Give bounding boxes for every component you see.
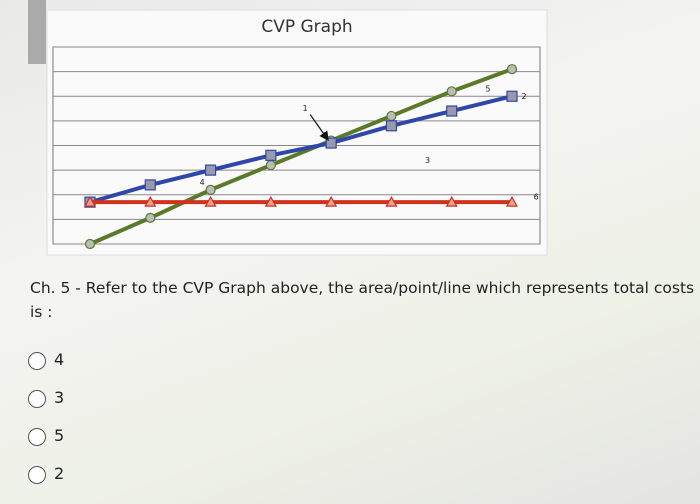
point [83,195,97,207]
annotation: 2 [522,92,527,101]
point [144,179,156,191]
annotation-arrow [309,114,329,142]
point [204,164,217,176]
annotation: 3 [425,156,430,165]
point [446,105,458,117]
point [265,160,276,171]
annotation: 5 [485,84,490,93]
point [145,212,156,223]
series-line [89,67,513,246]
option-label: 3 [54,388,65,407]
point [204,195,217,207]
point [84,238,96,250]
radio-button[interactable] [28,389,46,408]
option-label: 5 [54,426,65,445]
point [325,195,338,207]
point [144,195,157,207]
option[interactable]: 3 [28,388,64,408]
point [325,137,337,149]
radio-button[interactable] [28,465,46,484]
option[interactable]: 4 [28,350,64,370]
point [505,195,519,207]
option[interactable]: 2 [28,464,64,484]
point [386,110,397,122]
option[interactable]: 5 [28,426,64,446]
question-text: Ch. 5 - Refer to the CVP Graph above, th… [30,279,695,321]
series-line [89,94,513,205]
annotation: 1 [303,104,308,113]
point [385,195,398,207]
annotation: 4 [200,178,205,187]
side-strip [28,0,46,64]
radio-button[interactable] [28,427,46,446]
option-label: 4 [54,350,65,369]
chart-panel [46,9,548,256]
point [506,64,518,75]
point [385,120,398,132]
annotation: 6 [534,193,539,202]
point [265,149,277,161]
point [446,86,457,97]
option-label: 2 [54,464,65,483]
chart-title: CVP Graph [261,17,352,37]
chart: CVP Graph 1 2 3 4 5 6 [46,9,548,256]
point [445,195,458,207]
point [205,184,216,195]
point [264,195,277,207]
point [506,90,518,102]
radio-button[interactable] [28,351,46,370]
